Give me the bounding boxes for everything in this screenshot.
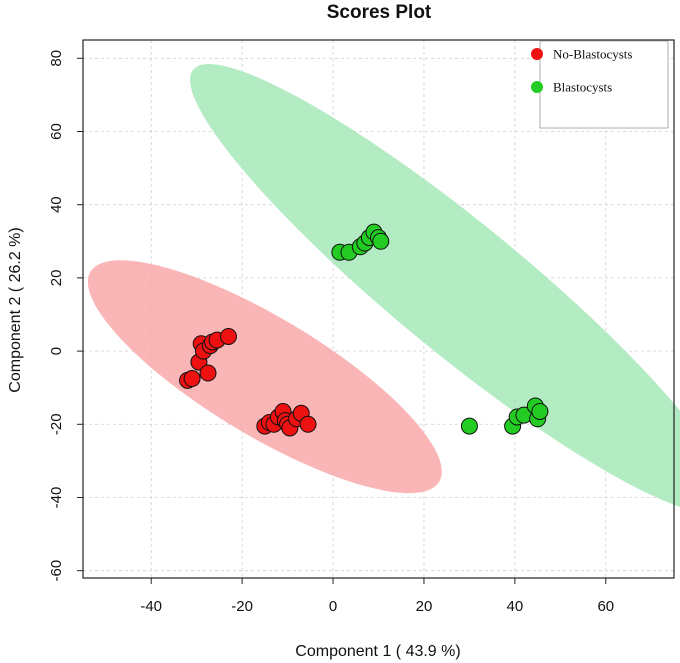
ellipse-no-blastocysts [87,260,442,494]
legend-label-blastocysts: Blastocysts [553,80,612,95]
point-blastocysts [460,417,478,435]
legend: No-Blastocysts Blastocysts [531,40,669,129]
x-axis-label: Component 1 ( 43.9 %) [295,643,460,660]
legend-marker-no-blastocysts [531,48,543,60]
y-tick-label: 0 [48,347,65,355]
x-tick-label: 0 [329,598,337,615]
confidence-ellipses [87,64,680,507]
x-tick-label: -20 [231,598,253,615]
y-tick-label: 20 [48,270,65,287]
y-tick-label: 80 [48,50,65,67]
y-tick-label: 60 [48,123,65,140]
point-no-blastocysts [183,370,201,388]
legend-marker-blastocysts [531,81,543,93]
legend-label-no-blastocysts: No-Blastocysts [553,47,632,62]
y-tick-label: -60 [48,560,65,582]
point-blastocysts [531,402,549,420]
chart-title: Scores Plot [327,2,432,23]
x-tick-label: 40 [507,598,524,615]
y-tick-label: -40 [48,487,65,509]
x-axis-ticks: -40 -20 0 20 40 60 [140,578,614,615]
plot-frame [82,39,675,579]
point-no-blastocysts [299,415,317,433]
x-tick-label: 20 [416,598,433,615]
x-tick-label: 60 [597,598,614,615]
x-tick-label: -40 [140,598,162,615]
ellipse-blastocysts [189,64,680,507]
y-axis-label: Component 2 ( 26.2 %) [7,227,24,392]
y-axis-ticks: -60 -40 -20 0 20 40 60 80 [48,50,83,582]
legend-box [539,40,669,129]
y-tick-label: -20 [48,413,65,435]
point-blastocysts [372,232,390,250]
point-no-blastocysts [219,327,237,345]
point-no-blastocysts [199,364,217,382]
data-points [179,223,549,437]
y-tick-label: 40 [48,196,65,213]
